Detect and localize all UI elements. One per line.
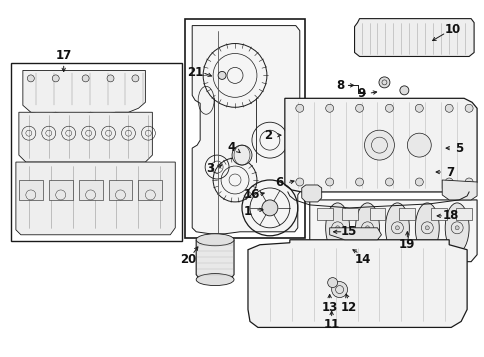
Text: 14: 14 — [354, 253, 370, 266]
Circle shape — [464, 178, 472, 186]
Polygon shape — [23, 70, 145, 115]
Circle shape — [364, 130, 393, 160]
Circle shape — [407, 133, 430, 157]
Circle shape — [444, 104, 452, 112]
Text: 5: 5 — [454, 142, 462, 155]
Polygon shape — [192, 26, 299, 234]
Circle shape — [295, 178, 303, 186]
Text: 6: 6 — [275, 176, 284, 190]
Text: 21: 21 — [187, 66, 203, 79]
Text: 13: 13 — [321, 301, 337, 314]
Circle shape — [394, 226, 398, 230]
Bar — [49, 180, 73, 200]
Bar — [185, 19, 304, 238]
Text: 17: 17 — [56, 49, 72, 62]
Polygon shape — [354, 19, 473, 56]
Circle shape — [325, 104, 333, 112]
Circle shape — [444, 178, 452, 186]
Polygon shape — [247, 240, 466, 327]
Ellipse shape — [414, 203, 439, 253]
Ellipse shape — [355, 203, 378, 253]
Circle shape — [464, 104, 472, 112]
Circle shape — [424, 226, 428, 230]
Bar — [455, 208, 471, 220]
Circle shape — [231, 145, 252, 165]
Text: 20: 20 — [180, 253, 196, 266]
Polygon shape — [19, 112, 152, 162]
Circle shape — [385, 178, 393, 186]
Circle shape — [399, 86, 408, 95]
Bar — [369, 208, 385, 220]
Text: 8: 8 — [336, 79, 344, 92]
Text: 15: 15 — [340, 225, 356, 238]
Polygon shape — [196, 240, 234, 280]
Circle shape — [295, 104, 303, 112]
Circle shape — [414, 104, 423, 112]
Circle shape — [335, 226, 339, 230]
Ellipse shape — [325, 203, 349, 253]
Circle shape — [325, 178, 333, 186]
Text: 2: 2 — [263, 129, 272, 142]
Bar — [138, 180, 162, 200]
Text: 9: 9 — [357, 87, 365, 100]
Text: 19: 19 — [398, 238, 415, 251]
Bar — [430, 208, 446, 220]
Polygon shape — [16, 162, 175, 235]
Bar — [108, 180, 132, 200]
Bar — [19, 180, 43, 200]
Circle shape — [52, 75, 59, 82]
Ellipse shape — [385, 203, 408, 253]
Circle shape — [414, 178, 423, 186]
Text: 4: 4 — [227, 141, 236, 154]
Circle shape — [218, 71, 226, 79]
Circle shape — [327, 278, 337, 288]
Circle shape — [355, 104, 363, 112]
Text: 12: 12 — [340, 301, 356, 314]
Ellipse shape — [444, 203, 468, 253]
Circle shape — [82, 75, 89, 82]
Circle shape — [355, 178, 363, 186]
Text: 3: 3 — [206, 161, 214, 175]
Circle shape — [365, 226, 369, 230]
Bar — [11, 64, 182, 241]
Bar — [341, 208, 357, 220]
Circle shape — [261, 200, 277, 216]
Bar — [78, 180, 102, 200]
Circle shape — [331, 282, 347, 297]
Text: 7: 7 — [445, 166, 454, 178]
Polygon shape — [441, 180, 476, 200]
Text: 18: 18 — [442, 209, 458, 222]
Circle shape — [454, 226, 458, 230]
Text: 10: 10 — [444, 23, 460, 36]
Circle shape — [27, 75, 34, 82]
Bar — [398, 208, 414, 220]
Circle shape — [132, 75, 138, 82]
Circle shape — [385, 104, 393, 112]
Ellipse shape — [196, 273, 234, 286]
Polygon shape — [329, 228, 381, 240]
Polygon shape — [309, 200, 476, 262]
Text: 11: 11 — [323, 318, 339, 331]
Circle shape — [107, 75, 114, 82]
Text: 16: 16 — [243, 188, 259, 201]
Text: 1: 1 — [243, 205, 252, 218]
Polygon shape — [284, 98, 476, 192]
Circle shape — [378, 77, 389, 88]
Ellipse shape — [196, 234, 234, 246]
Bar — [316, 208, 332, 220]
Polygon shape — [301, 185, 321, 202]
